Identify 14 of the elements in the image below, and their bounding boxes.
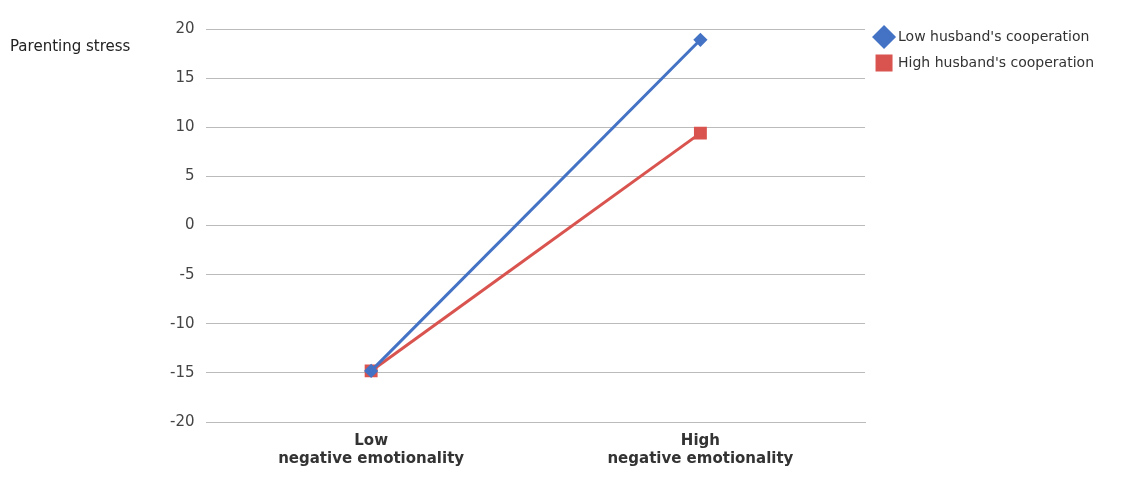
y-tick-label: -15: [170, 362, 195, 381]
y-tick-label: 5: [184, 166, 195, 185]
legend-label: Low husband's cooperation: [898, 27, 1090, 44]
y-tick-label: -10: [170, 313, 195, 332]
y-tick-label: 20: [175, 18, 195, 37]
y-tick-label: 0: [184, 215, 195, 234]
x-tick-label: Low negative emotionality: [278, 430, 465, 467]
y-axis-title: Parenting stress: [10, 36, 131, 55]
y-tick-label: -20: [170, 411, 195, 430]
x-tick-label: High negative emotionality: [607, 430, 794, 467]
y-tick-label: 10: [175, 117, 195, 136]
legend-label: High husband's cooperation: [898, 53, 1094, 70]
y-tick-label: -5: [179, 264, 195, 283]
y-tick-label: 15: [175, 68, 195, 87]
